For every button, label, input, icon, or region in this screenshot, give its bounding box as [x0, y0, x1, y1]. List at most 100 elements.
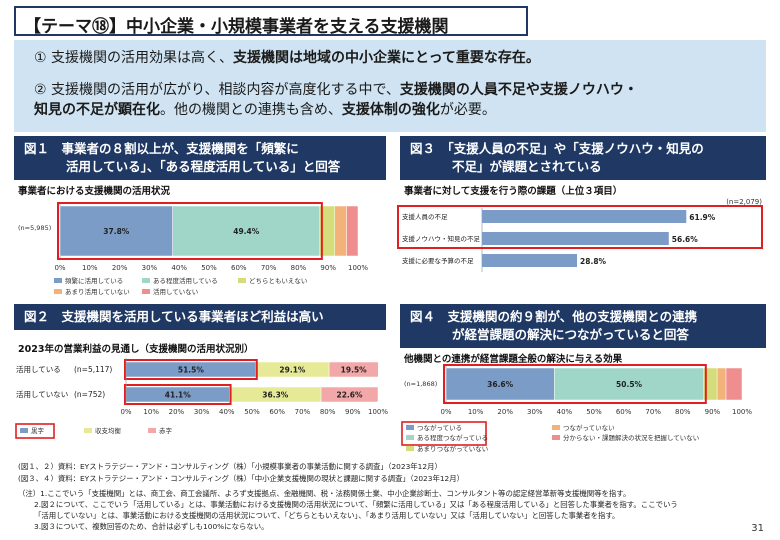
- summary-box: ① 支援機関の活用効果は高く、支援機関は地域の中小企業にとって重要な存在。 ② …: [14, 40, 766, 132]
- point-text: 支援機関の活用が広がり、相談内容が高度化する中で、: [51, 82, 400, 98]
- fig1-legend-swatch: [142, 278, 150, 283]
- fig3-category-label: 支援ノウハウ・知見の不足: [402, 234, 481, 243]
- fig2-highlight-box: [124, 384, 232, 405]
- fig2-n-label: (n=752): [74, 390, 105, 399]
- page-number: 31: [751, 523, 764, 534]
- fig1-legend-swatch: [54, 278, 62, 283]
- fig4-legend-swatch: [406, 425, 414, 430]
- fig4-legend-label: ある程度つながっている: [417, 433, 488, 442]
- note-2a: 2.図２について、ここでいう「活用している」とは、事業活動における支援機関の活用…: [34, 500, 678, 509]
- fig3-highlight-box: [397, 205, 763, 249]
- fig2-tick-label: 30%: [194, 408, 210, 416]
- fig4-n-label: (n=1,868): [404, 380, 437, 388]
- fig2-data-label: 19.5%: [341, 366, 368, 375]
- fig1-tick-label: 50%: [201, 264, 217, 272]
- fig2-tick-label: 60%: [269, 408, 285, 416]
- fig2-tick-label: 70%: [295, 408, 311, 416]
- summary-point-1: ① 支援機関の活用効果は高く、支援機関は地域の中小企業にとって重要な存在。: [34, 48, 540, 68]
- fig3-bar: [482, 210, 687, 223]
- point-bold: 支援機関は地域の中小企業にとって重要な存在。: [233, 50, 540, 66]
- fig3-subtitle: 事業者に対して支援を行う際の課題（上位３項目）: [404, 186, 623, 197]
- note-1: （注）1.ここでいう「支援機関」とは、商工会、商工会議所、よろず支援拠点、金融機…: [18, 489, 631, 498]
- fig1-heading-line2: 活用している」、「ある程度活用している」と回答: [66, 159, 341, 174]
- fig4-tick-label: 70%: [645, 408, 661, 416]
- fig2-tick-label: 80%: [320, 408, 336, 416]
- fig1-bar-segment: [172, 205, 321, 257]
- fig4-highlight-box: [443, 364, 707, 404]
- fig2-data-label: 36.3%: [262, 391, 289, 400]
- fig2-category-label: 活用していない: [16, 389, 68, 399]
- fig4-legend-swatch: [552, 435, 560, 440]
- fig1-tick-label: 40%: [171, 264, 187, 272]
- fig3-heading: 図３ 「支援人員の不足」や「支援ノウハウ・知見の 不足」が課題とされている: [400, 136, 766, 180]
- fig1-legend-label: 活用していない: [153, 287, 198, 296]
- fig1-tick-label: 30%: [142, 264, 158, 272]
- fig2-tick-label: 40%: [219, 408, 235, 416]
- fig4-bar-segment: [725, 367, 743, 401]
- fig4-tick-label: 50%: [586, 408, 602, 416]
- point-bold: 支援機関の人員不足や支援ノウハウ・: [399, 82, 638, 98]
- fig4-tick-label: 100%: [732, 408, 752, 416]
- fig2-data-label: 22.6%: [337, 391, 364, 400]
- fig1-tick-label: 90%: [320, 264, 336, 272]
- fig2-data-label: 51.5%: [178, 366, 205, 375]
- fig1-legend-swatch: [238, 278, 246, 283]
- fig3-bar: [482, 254, 578, 267]
- fig1-heading: 図１ 事業者の８割以上が、支援機関を「頻繁に 活用している」、「ある程度活用して…: [14, 136, 386, 180]
- fig3-n-label: (n=2,079): [726, 198, 762, 206]
- fig4-heading-line2: が経営課題の解決につながっていると回答: [452, 327, 689, 342]
- fig1-tick-label: 70%: [261, 264, 277, 272]
- fig2-tick-label: 20%: [169, 408, 185, 416]
- fig4-legend-highlight: [401, 421, 487, 446]
- fig1-data-label: 37.8%: [103, 227, 130, 236]
- fig3-heading-line2: 不足」が課題とされている: [452, 159, 602, 174]
- fig2-n-label: (n=5,117): [74, 365, 112, 374]
- point-text: が必要。: [439, 102, 496, 118]
- point-text: 支援機関の活用効果は高く、: [51, 50, 234, 66]
- fig4-data-label: 50.5%: [616, 380, 643, 389]
- source-note-1: (図１、２）資料：EYストラテジー・アンド・コンサルティング（株）「小規模事業者…: [18, 462, 442, 471]
- note-2b: 「活用していない」とは、事業活動における支援機関の活用状況について、「どちらとも…: [34, 511, 620, 520]
- point-bold: 支援体制の強化: [341, 102, 440, 118]
- fig2-category-label: 活用している: [16, 364, 61, 374]
- fig1-legend-label: どちらともいえない: [249, 277, 307, 285]
- fig4-legend-swatch: [406, 446, 414, 451]
- fig3-data-label: 61.9%: [689, 213, 716, 222]
- fig3-bar: [482, 232, 669, 245]
- point-text: 。他の機関との連携も含め、: [160, 102, 342, 118]
- summary-point-2: ② 支援機関の活用が広がり、相談内容が高度化する中で、支援機関の人員不足や支援ノ…: [34, 80, 754, 120]
- fig1-highlight-box: [57, 202, 323, 260]
- fig4-legend-swatch: [552, 425, 560, 430]
- fig4-tick-label: 80%: [675, 408, 691, 416]
- fig4-legend-label: つながっていない: [563, 423, 615, 432]
- point-bold: 知見の不足が顕在化: [34, 102, 160, 118]
- fig4-tick-label: 30%: [527, 408, 543, 416]
- fig4-subtitle: 他機関との連携が経営課題全般の解決に与える効果: [404, 354, 623, 365]
- point-number: ②: [34, 82, 47, 98]
- fig2-data-label: 29.1%: [279, 366, 306, 375]
- fig2-bar-segment: [320, 386, 379, 403]
- fig1-legend-label: あまり活用していない: [65, 287, 130, 296]
- fig2-tick-label: 50%: [244, 408, 260, 416]
- fig1-heading-line1: 図１ 事業者の８割以上が、支援機関を「頻繁に: [24, 141, 299, 156]
- fig2-data-label: 41.1%: [165, 391, 192, 400]
- fig1-subtitle: 事業者における支援機関の活用状況: [18, 186, 171, 197]
- fig1-tick-label: 0%: [54, 264, 65, 272]
- fig1-data-label: 49.4%: [233, 227, 260, 236]
- fig4-tick-label: 20%: [497, 408, 513, 416]
- fig1-n-label: (n=5,985): [18, 224, 51, 232]
- fig4-chart: (n=1,868) 36.6% 50.5% 0% 10% 20% 30% 40% 50% 60% 7…: [401, 364, 752, 453]
- fig4-tick-label: 60%: [616, 408, 632, 416]
- fig2-subtitle: 2023年の営業利益の見通し（支援機関の活用状況別）: [18, 344, 254, 355]
- title-box: 【テーマ⑱】中小企業・小規模事業者を支える支援機関: [14, 6, 528, 37]
- fig1-bar-segment: [59, 205, 173, 257]
- fig1-legend-label: 頻繁に活用している: [65, 276, 123, 285]
- fig1-legend-label: ある程度活用している: [153, 276, 218, 285]
- fig4-heading: 図４ 支援機関の約９割が、他の支援機関との連携 が経営課題の解決につながっている…: [400, 304, 766, 348]
- fig1-tick-label: 80%: [291, 264, 307, 272]
- fig3-category-label: 支援人員の不足: [402, 212, 448, 221]
- fig3-data-label: 28.8%: [580, 257, 607, 266]
- fig2-legend-swatch: [20, 428, 28, 433]
- page-title: 【テーマ⑱】中小企業・小規模事業者を支える支援機関: [24, 17, 449, 37]
- fig4-tick-label: 0%: [440, 408, 451, 416]
